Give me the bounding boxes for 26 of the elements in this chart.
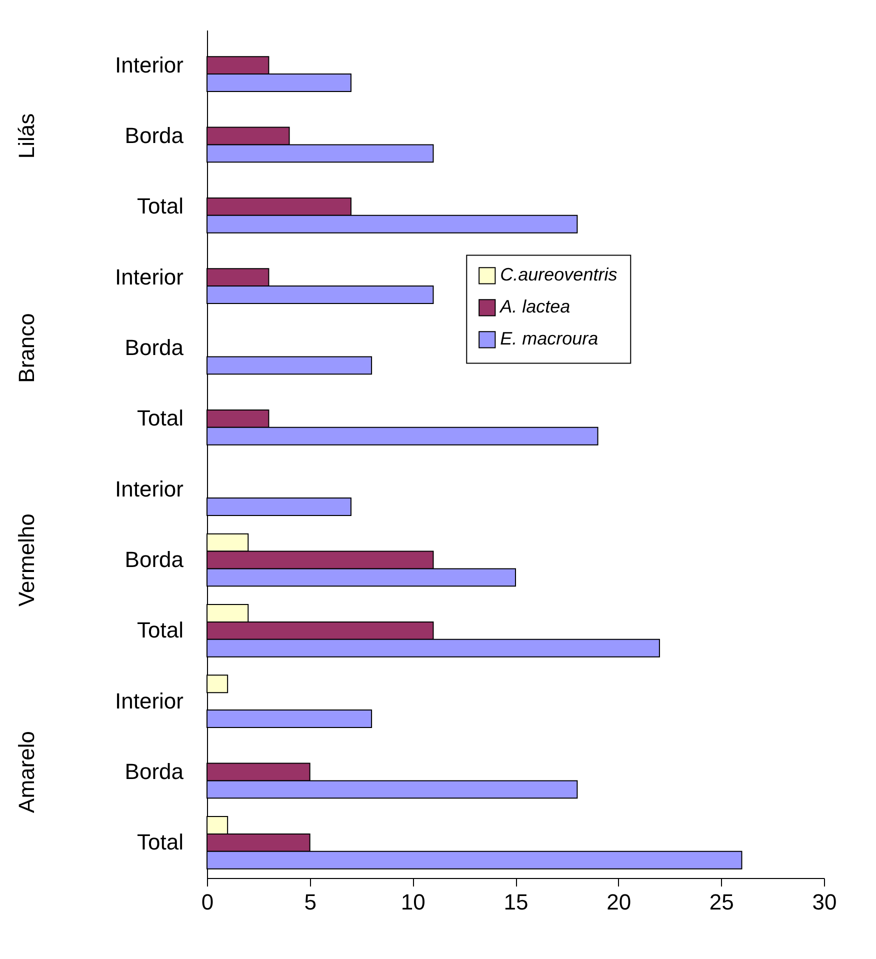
legend-label: C.aureoventris — [500, 264, 618, 285]
y-tick-label: Borda — [124, 759, 184, 784]
y-tick-label: Interior — [115, 688, 184, 714]
x-tick-label: 0 — [201, 890, 214, 914]
text: Branco — [14, 313, 39, 383]
x-tick-label: 30 — [812, 890, 837, 914]
x-tick-label: 15 — [504, 890, 528, 914]
y-tick-label: Borda — [124, 335, 184, 360]
y-tick-label: Total — [137, 406, 184, 431]
text: Lilás — [14, 113, 39, 159]
y-tick-label: Interior — [115, 264, 184, 290]
legend-label: A. lactea — [499, 296, 570, 317]
legend-label: E. macroura — [500, 328, 598, 349]
y-tick-label: Borda — [124, 547, 184, 572]
y-tick-label: Interior — [115, 52, 184, 78]
y-tick-label: Total — [137, 618, 184, 643]
y-tick-label: Total — [137, 830, 184, 855]
y-tick-label: Borda — [124, 123, 184, 148]
x-tick-label: 5 — [304, 890, 316, 914]
text: Vermelho — [14, 514, 39, 606]
x-tick-label: 20 — [606, 890, 632, 914]
x-tick-label: 10 — [400, 890, 426, 914]
y-tick-label: Total — [137, 194, 184, 219]
text: Amarelo — [14, 731, 39, 813]
x-tick-label: 25 — [709, 890, 734, 914]
y-tick-label: Interior — [115, 476, 184, 502]
